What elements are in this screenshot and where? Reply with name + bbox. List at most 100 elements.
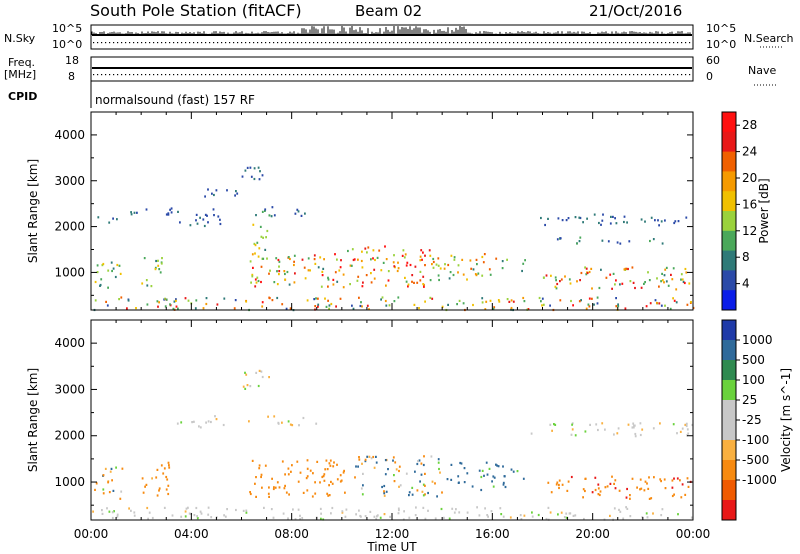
- scatter-point: [686, 303, 689, 306]
- nave-dot: [213, 74, 215, 76]
- scatter-point: [615, 279, 617, 282]
- scatter-point: [419, 480, 421, 483]
- scatter-point: [213, 193, 215, 197]
- nsearch-dot: [157, 42, 159, 44]
- nave-dot: [169, 74, 171, 76]
- scatter-point: [441, 491, 443, 494]
- time-tick-label: 16:00: [475, 527, 510, 541]
- scatter-point: [145, 208, 148, 211]
- scatter-point: [614, 479, 617, 482]
- scatter-point: [370, 281, 373, 284]
- scatter-point: [278, 270, 281, 273]
- scatter-point: [640, 286, 643, 289]
- nave-dot: [181, 74, 183, 76]
- station-title: South Pole Station (fitACF): [90, 1, 302, 20]
- scatter-point: [438, 467, 440, 471]
- scatter-point: [157, 259, 159, 262]
- scatter-point: [319, 507, 322, 510]
- nave-dot: [425, 74, 427, 76]
- nsearch-dot: [573, 42, 575, 44]
- scatter-point: [644, 281, 646, 284]
- scatter-point: [381, 485, 383, 489]
- scatter-point: [284, 272, 286, 276]
- scatter-point: [120, 296, 123, 299]
- nsearch-dot: [385, 42, 387, 44]
- scatter-point: [419, 255, 422, 258]
- nsky-panel: N.Sky 10^5 10^0 10^5 10^0 N.Search: [4, 22, 794, 51]
- scatter-point: [198, 425, 200, 428]
- scatter-point: [664, 268, 667, 271]
- scatter-point: [652, 512, 654, 515]
- scatter-point: [167, 492, 170, 496]
- scatter-point: [329, 459, 332, 462]
- scatter-point: [306, 459, 309, 462]
- scatter-point: [255, 476, 257, 479]
- scatter-point: [665, 280, 668, 283]
- scatter-point: [398, 465, 401, 468]
- scatter-point: [421, 490, 424, 493]
- scatter-point: [559, 237, 562, 240]
- scatter-point: [660, 220, 663, 223]
- scatter-point: [106, 507, 108, 510]
- scatter-point: [453, 511, 456, 514]
- nave-dot: [493, 74, 495, 76]
- nave-dot: [365, 74, 367, 76]
- scatter-point: [654, 219, 656, 222]
- scatter-point: [672, 267, 675, 270]
- scatter-point: [631, 477, 634, 480]
- scatter-point: [271, 299, 274, 302]
- scatter-point: [623, 268, 626, 271]
- scatter-point: [471, 485, 474, 488]
- scatter-point: [485, 461, 488, 464]
- scatter-point: [281, 460, 284, 463]
- scatter-point: [352, 307, 355, 310]
- scatter-point: [167, 213, 170, 216]
- scatter-point: [601, 239, 604, 242]
- scatter-point: [362, 472, 364, 475]
- scatter-point: [633, 424, 636, 427]
- nave-dot: [249, 74, 251, 76]
- velocity-colorbar: 1000 500 100 25 -25 -100 -500 -1000: [721, 319, 777, 521]
- scatter-point: [375, 455, 377, 458]
- scatter-point: [449, 271, 452, 274]
- scatter-point: [329, 464, 332, 467]
- scatter-point: [248, 420, 250, 423]
- scatter-point: [604, 486, 607, 489]
- scatter-point: [457, 264, 460, 267]
- nsearch-dot: [485, 42, 487, 44]
- scatter-point: [598, 221, 600, 225]
- nsearch-dot: [477, 42, 479, 44]
- scatter-point: [600, 223, 602, 226]
- nave-dot: [581, 74, 583, 76]
- scatter-point: [405, 280, 408, 283]
- scatter-point: [411, 486, 414, 489]
- nave-dot: [549, 74, 551, 76]
- scatter-point: [617, 427, 620, 430]
- scatter-point: [251, 273, 254, 276]
- scatter-point: [520, 518, 523, 521]
- scatter-point: [177, 210, 179, 213]
- nsearch-dot: [493, 42, 495, 44]
- nave-dot: [97, 74, 99, 76]
- nsky-label: N.Sky: [4, 32, 36, 45]
- nave-dot: [497, 74, 499, 76]
- scatter-point: [422, 251, 424, 254]
- scatter-point: [321, 274, 324, 277]
- colorbar-tick-label: -25: [742, 413, 762, 427]
- scatter-point: [234, 194, 236, 197]
- time-tick-label: 20:00: [575, 527, 610, 541]
- scatter-point: [215, 418, 218, 421]
- scatter-point: [590, 267, 593, 270]
- scatter-point: [540, 300, 542, 303]
- scatter-point: [244, 371, 246, 374]
- nsearch-dot: [649, 42, 651, 44]
- colorbar-segment: [722, 480, 736, 501]
- scatter-point: [175, 305, 178, 308]
- scatter-point: [255, 371, 258, 374]
- scatter-point: [289, 307, 292, 310]
- nsearch-dot: [669, 42, 671, 44]
- scatter-point: [252, 266, 254, 269]
- nsearch-dot: [177, 42, 179, 44]
- nsearch-dot: [557, 42, 559, 44]
- nave-dot: [537, 74, 539, 76]
